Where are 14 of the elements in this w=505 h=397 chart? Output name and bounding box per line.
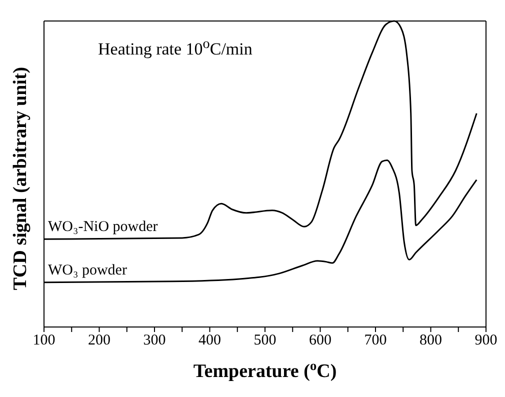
- x-axis-title: Temperature ($^{o}$C): [193, 358, 337, 382]
- x-tick-label: 100: [32, 332, 56, 349]
- annotation: Heating rate 10$^{o}$C/min: [98, 36, 252, 60]
- x-tick-label: 700: [364, 332, 387, 349]
- x-tick-label: 400: [198, 332, 221, 349]
- y-axis-title: TCD signal (arbitrary unit): [10, 66, 31, 290]
- x-tick-label: 600: [309, 332, 332, 349]
- x-tick-label: 200: [88, 332, 110, 349]
- series-label: WO₃ powder: [48, 262, 127, 278]
- x-tick-label: 900: [474, 332, 498, 349]
- x-tick-label: 800: [420, 332, 442, 349]
- series-label: WO₃-NiO powder: [48, 219, 158, 236]
- x-tick-label: 300: [143, 332, 166, 349]
- x-tick-label: 500: [254, 332, 276, 349]
